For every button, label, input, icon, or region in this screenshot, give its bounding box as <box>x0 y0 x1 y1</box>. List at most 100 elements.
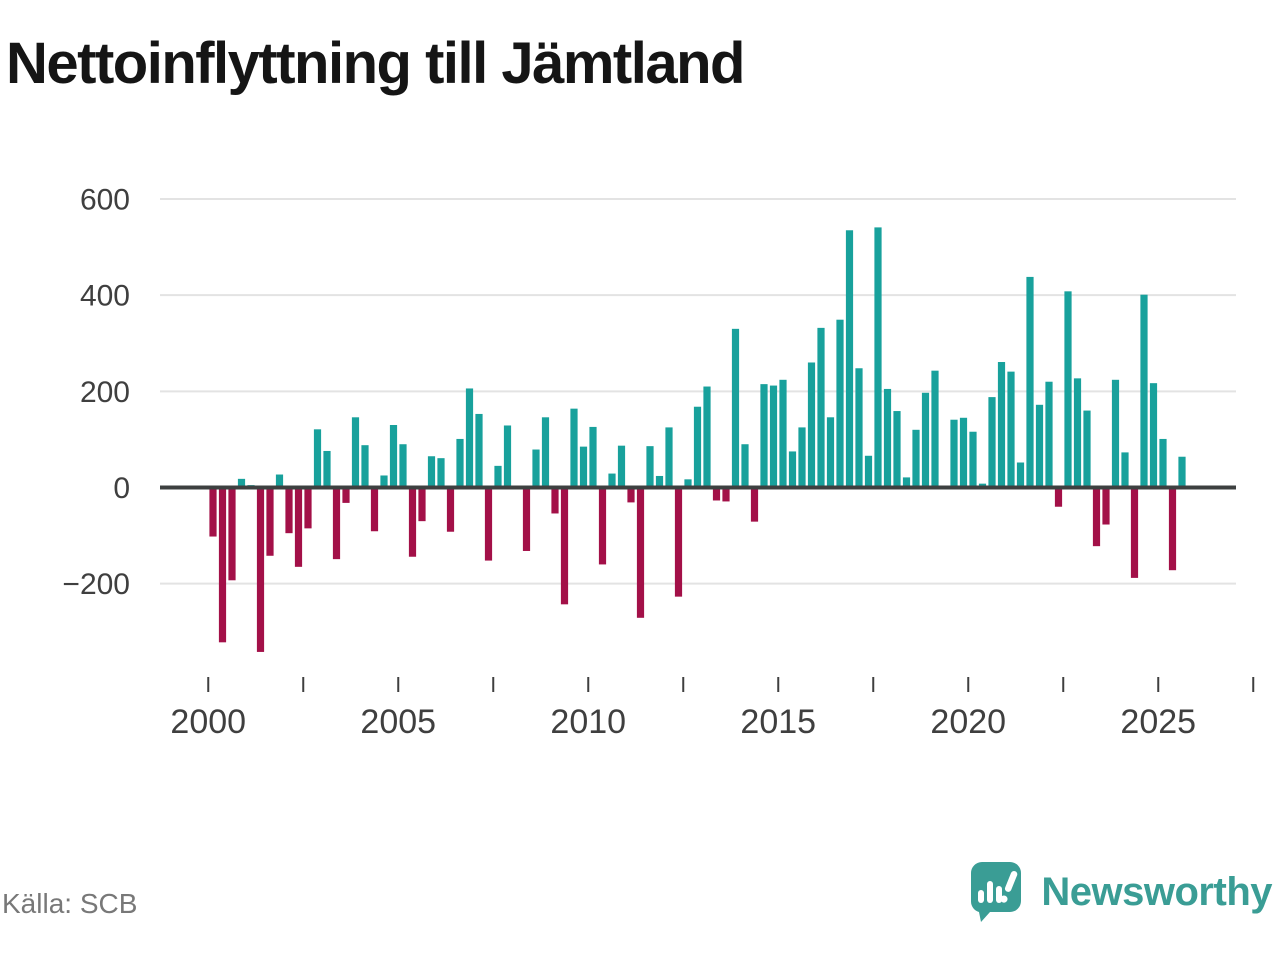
bar-2018Q2[interactable] <box>902 477 911 488</box>
bar-2012Q3[interactable] <box>684 479 692 488</box>
bar-2005Q1[interactable] <box>399 444 407 488</box>
bar-2013Q1[interactable] <box>703 386 711 488</box>
bar-2016Q2[interactable] <box>826 417 835 488</box>
bar-2008Q3[interactable] <box>532 449 540 488</box>
bar-2016Q4[interactable] <box>845 230 854 488</box>
bar-2017Q1[interactable] <box>855 368 863 488</box>
bar-2011Q1[interactable] <box>627 487 635 503</box>
bar-2024Q1[interactable] <box>1121 452 1129 488</box>
bar-2013Q4[interactable] <box>731 328 740 488</box>
bar-2015Q2[interactable] <box>788 451 797 488</box>
bar-2000Q3[interactable] <box>228 487 236 581</box>
bar-2017Q2[interactable] <box>864 455 873 488</box>
bar-2023Q3[interactable] <box>1102 487 1110 525</box>
bar-2009Q1[interactable] <box>551 487 559 514</box>
bar-2015Q4[interactable] <box>807 362 816 488</box>
bar-2021Q2[interactable] <box>1016 462 1025 488</box>
bar-2006Q1[interactable] <box>437 458 445 488</box>
bar-2004Q2[interactable] <box>370 487 379 532</box>
bar-2019Q4[interactable] <box>959 417 968 488</box>
bar-2004Q1[interactable] <box>361 445 369 488</box>
bar-2005Q4[interactable] <box>427 456 436 488</box>
bar-2018Q1[interactable] <box>893 411 901 488</box>
bar-2025Q1[interactable] <box>1159 438 1167 488</box>
bar-2007Q1[interactable] <box>475 413 483 488</box>
bar-2021Q3[interactable] <box>1026 276 1034 488</box>
bar-2014Q1[interactable] <box>741 444 749 488</box>
bar-2002Q1[interactable] <box>285 487 293 534</box>
bar-2017Q3[interactable] <box>874 227 882 488</box>
bar-2020Q4[interactable] <box>997 362 1006 488</box>
bar-2006Q2[interactable] <box>446 487 455 532</box>
bar-2021Q1[interactable] <box>1007 371 1015 488</box>
bar-2020Q3[interactable] <box>988 397 996 488</box>
bar-2022Q3[interactable] <box>1064 291 1072 488</box>
bar-2019Q3[interactable] <box>950 419 958 488</box>
bar-2001Q4[interactable] <box>275 474 284 488</box>
bar-2009Q4[interactable] <box>579 446 588 488</box>
bar-2003Q2[interactable] <box>332 487 341 560</box>
bar-2014Q3[interactable] <box>760 384 768 488</box>
bar-2010Q3[interactable] <box>608 473 616 488</box>
bar-2010Q1[interactable] <box>589 426 597 488</box>
bar-2025Q2[interactable] <box>1168 487 1177 571</box>
bar-2007Q3[interactable] <box>494 465 502 488</box>
bar-2025Q3[interactable] <box>1178 456 1186 488</box>
bar-2008Q2[interactable] <box>522 487 531 551</box>
bar-2023Q1[interactable] <box>1083 410 1091 488</box>
bar-2024Q4[interactable] <box>1149 383 1158 488</box>
bar-2006Q3[interactable] <box>456 438 464 488</box>
bar-2019Q1[interactable] <box>931 370 939 488</box>
bar-2016Q3[interactable] <box>836 319 844 488</box>
bar-2000Q1[interactable] <box>209 487 217 537</box>
bar-2014Q4[interactable] <box>769 385 778 488</box>
bar-2024Q2[interactable] <box>1130 487 1139 578</box>
bar-2004Q3[interactable] <box>380 475 388 488</box>
bar-2009Q3[interactable] <box>570 408 578 488</box>
bar-2011Q2[interactable] <box>636 487 645 618</box>
bar-2006Q4[interactable] <box>465 388 474 488</box>
bar-2002Q4[interactable] <box>313 429 322 488</box>
bar-2023Q2[interactable] <box>1092 487 1101 547</box>
bar-2010Q4[interactable] <box>617 445 626 488</box>
bar-2003Q3[interactable] <box>342 487 350 503</box>
bar-2008Q4[interactable] <box>541 417 550 488</box>
bar-2023Q4[interactable] <box>1111 379 1120 488</box>
bar-2001Q2[interactable] <box>256 487 265 652</box>
bar-2002Q3[interactable] <box>304 487 312 529</box>
bar-2011Q4[interactable] <box>655 475 664 488</box>
bar-2004Q4[interactable] <box>389 425 398 488</box>
bar-2005Q2[interactable] <box>408 487 417 557</box>
bar-2018Q3[interactable] <box>912 429 920 488</box>
bar-2010Q2[interactable] <box>598 487 607 565</box>
bar-2012Q4[interactable] <box>693 406 702 488</box>
bar-2012Q1[interactable] <box>665 427 673 488</box>
bar-2022Q1[interactable] <box>1045 381 1053 488</box>
bar-2003Q1[interactable] <box>323 450 331 488</box>
bar-2001Q3[interactable] <box>266 487 274 556</box>
bar-2013Q2[interactable] <box>712 487 721 501</box>
bar-2003Q4[interactable] <box>351 417 360 488</box>
bar-2013Q3[interactable] <box>722 487 730 502</box>
bar-2024Q3[interactable] <box>1140 294 1148 488</box>
bar-2015Q1[interactable] <box>779 379 787 488</box>
bar-2016Q1[interactable] <box>817 327 825 488</box>
bar-2000Q4[interactable] <box>237 478 246 488</box>
bar-2000Q2[interactable] <box>218 487 227 643</box>
bar-2014Q2[interactable] <box>750 487 759 522</box>
x-axis-label-2010: 2010 <box>550 703 626 741</box>
bar-2017Q4[interactable] <box>883 388 892 488</box>
bar-2011Q3[interactable] <box>646 446 654 488</box>
bar-2022Q4[interactable] <box>1073 378 1082 488</box>
bar-2021Q4[interactable] <box>1035 404 1044 488</box>
bar-2005Q3[interactable] <box>418 487 426 522</box>
bar-2015Q3[interactable] <box>798 427 806 488</box>
bar-2009Q2[interactable] <box>560 487 569 605</box>
bar-2002Q2[interactable] <box>294 487 303 567</box>
bar-2018Q4[interactable] <box>921 392 930 488</box>
bar-2022Q2[interactable] <box>1054 487 1063 507</box>
bar-2012Q2[interactable] <box>674 487 683 597</box>
bar-2007Q2[interactable] <box>484 487 493 561</box>
bar-2020Q1[interactable] <box>969 431 977 488</box>
bar-2007Q4[interactable] <box>503 425 512 488</box>
